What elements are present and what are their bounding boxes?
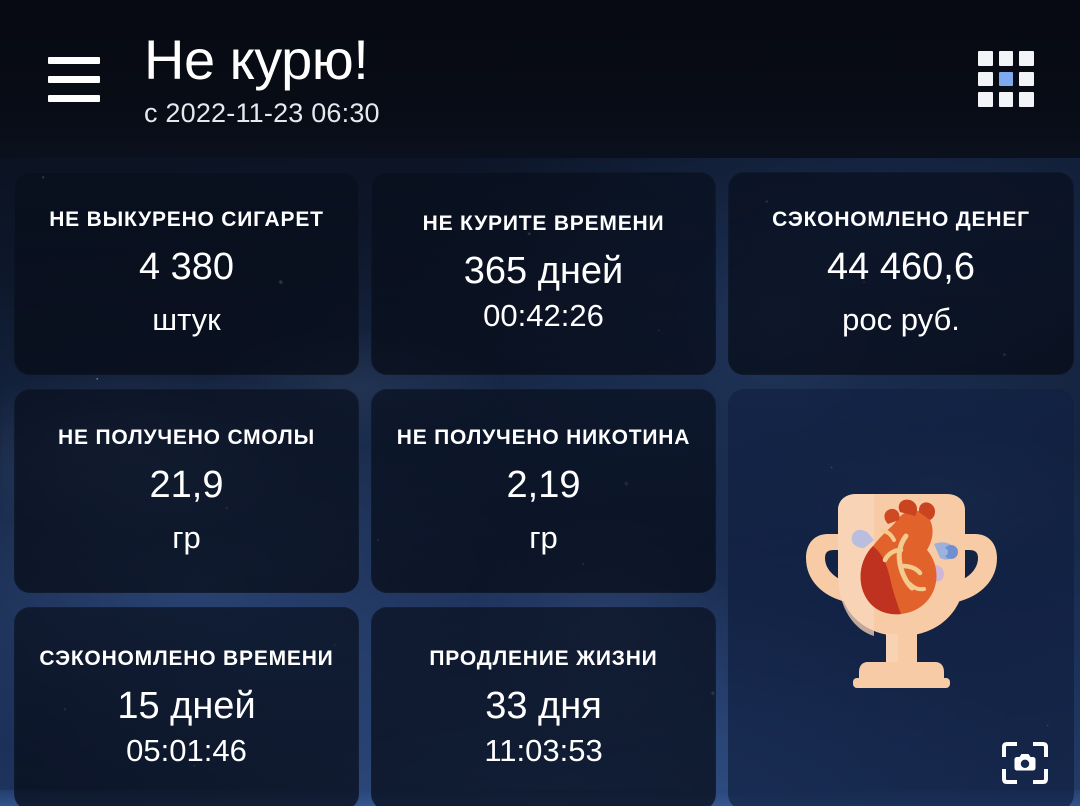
header-title-block: Не курю! с 2022-11-23 06:30 [144, 27, 978, 128]
hamburger-menu-icon[interactable] [48, 56, 100, 102]
stat-card-time-not-smoking[interactable]: НЕ КУРИТЕ ВРЕМЕНИ 365 дней 00:42:26 [371, 172, 716, 375]
screenshot-camera-icon[interactable] [1002, 742, 1048, 784]
stat-label: ПРОДЛЕНИЕ ЖИЗНИ [429, 647, 658, 671]
stat-unit: 00:42:26 [483, 298, 604, 334]
hamburger-bar-2 [48, 75, 100, 83]
stat-label: НЕ КУРИТЕ ВРЕМЕНИ [422, 212, 665, 236]
stat-label: НЕ ПОЛУЧЕНО СМОЛЫ [58, 425, 315, 449]
stat-value: 15 дней [117, 685, 256, 728]
stat-value: 4 380 [138, 246, 235, 289]
stat-unit: 05:01:46 [126, 733, 247, 769]
hamburger-bar-1 [48, 56, 100, 64]
grid-cell-2 [998, 51, 1014, 66]
stat-label: НЕ ВЫКУРЕНО СИГАРЕТ [49, 208, 324, 232]
stat-value: 44 460,6 [827, 246, 975, 289]
stat-card-tar-avoided[interactable]: НЕ ПОЛУЧЕНО СМОЛЫ 21,9 гр [14, 389, 359, 593]
achievement-panel[interactable] [728, 389, 1074, 806]
stat-card-nicotine-avoided[interactable]: НЕ ПОЛУЧЕНО НИКОТИНА 2,19 гр [371, 389, 716, 593]
stat-unit: штук [152, 302, 221, 338]
stat-value: 21,9 [149, 463, 224, 506]
grid-cell-1 [978, 51, 993, 66]
stats-grid: НЕ ВЫКУРЕНО СИГАРЕТ 4 380 штук НЕ КУРИТЕ… [14, 172, 1074, 806]
stat-unit: 11:03:53 [484, 733, 603, 769]
stat-value: 2,19 [506, 463, 581, 506]
apps-grid-icon[interactable] [978, 51, 1034, 107]
grid-cell-6 [1019, 71, 1034, 87]
stat-label: НЕ ПОЛУЧЕНО НИКОТИНА [396, 425, 691, 449]
grid-cell-8 [998, 92, 1014, 107]
stat-value: 365 дней [463, 250, 624, 293]
stat-card-time-saved[interactable]: СЭКОНОМЛЕНО ВРЕМЕНИ 15 дней 05:01:46 [14, 607, 359, 806]
hamburger-bar-3 [48, 94, 100, 102]
stat-unit: гр [172, 519, 201, 555]
stat-unit: рос руб. [842, 302, 960, 338]
stat-card-life-extension[interactable]: ПРОДЛЕНИЕ ЖИЗНИ 33 дня 11:03:53 [371, 607, 716, 806]
grid-cell-3 [1019, 51, 1034, 66]
stat-label: СЭКОНОМЛЕНО ВРЕМЕНИ [39, 647, 334, 671]
quit-date-subtitle: с 2022-11-23 06:30 [144, 97, 380, 128]
stat-card-money-saved[interactable]: СЭКОНОМЛЕНО ДЕНЕГ 44 460,6 рос руб. [728, 172, 1074, 375]
grid-cell-7 [978, 92, 993, 107]
stat-unit: гр [529, 519, 558, 555]
grid-cell-9 [1019, 92, 1034, 107]
stat-label: СЭКОНОМЛЕНО ДЕНЕГ [772, 208, 1030, 232]
grid-cell-4 [978, 71, 993, 87]
grid-cell-5-active [998, 71, 1014, 87]
stat-card-cigarettes-not-smoked[interactable]: НЕ ВЫКУРЕНО СИГАРЕТ 4 380 штук [14, 172, 359, 375]
stat-value: 33 дня [485, 685, 602, 728]
trophy-with-heart-icon [805, 493, 997, 688]
app-header: Не курю! с 2022-11-23 06:30 [0, 0, 1080, 158]
page-title: Не курю! [144, 27, 369, 91]
